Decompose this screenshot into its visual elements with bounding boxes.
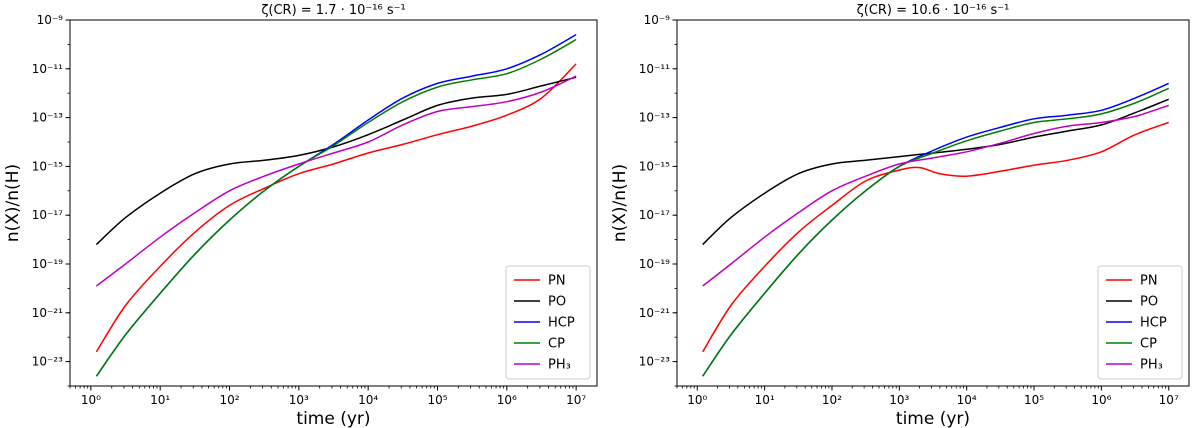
x-tick-label: 10⁵ (427, 393, 447, 407)
x-tick-label: 10⁶ (497, 393, 517, 407)
y-tick-label: 10⁻¹⁹ (32, 257, 63, 271)
x-tick-label: 10⁰ (687, 393, 707, 407)
x-tick-label: 10⁴ (957, 393, 977, 407)
axes-frame (676, 19, 1190, 387)
y-tick-label: 10⁻¹⁷ (32, 208, 63, 222)
legend-label-pn: PN (548, 274, 566, 289)
y-tick-label: 10⁻²¹ (32, 306, 63, 320)
x-tick-label: 10³ (289, 393, 309, 407)
chart-panel-left: 10⁰ 10¹ 10² 10³ 10⁴ 10⁵ 10⁶ 10⁷ 10⁻²³ 10⁻²¹ 10⁻¹⁹ 1… (3, 3, 598, 428)
series-line-hcp (95, 33, 577, 377)
y-tick-label: 10⁻²³ (639, 355, 670, 369)
legend-label-cp: CP (548, 337, 565, 352)
y-tick-label: 10⁻²¹ (639, 306, 670, 320)
legend-box (505, 265, 591, 380)
legend: PN PO HCP CP PH₃ (505, 265, 591, 380)
y-axis-label: n(X)/n(H) (3, 164, 23, 242)
chart-title: ζ(CR) = 10.6 · 10⁻¹⁶ s⁻¹ (857, 3, 1010, 18)
series-line-pn (95, 63, 577, 353)
series-line-po (95, 76, 577, 246)
y-tick-label: 10⁻¹⁵ (639, 159, 670, 173)
series-line-cp (702, 87, 1170, 377)
legend-label-cp: CP (1140, 337, 1157, 352)
legend-box (1097, 265, 1183, 380)
y-tick-label: 10⁻¹¹ (639, 62, 670, 76)
legend-label-ph: PH₃ (548, 358, 571, 373)
series-line-po (702, 98, 1169, 246)
y-tick-label: 10⁻⁹ (644, 13, 671, 27)
x-tick-label: 10⁷ (566, 393, 586, 407)
legend-label-hcp: HCP (1140, 316, 1167, 331)
series-line-ph (95, 75, 577, 287)
x-tick-label: 10⁰ (81, 393, 101, 407)
chart-panel-right: 10⁰ 10¹ 10² 10³ 10⁴ 10⁵ 10⁶ 10⁷ 10⁻²³ 10⁻²¹ 10⁻¹⁹ 1… (610, 3, 1190, 428)
chart-title: ζ(CR) = 1.7 · 10⁻¹⁶ s⁻¹ (261, 3, 405, 18)
x-axis-label: time (yr) (896, 409, 970, 428)
series-line-cp (95, 38, 577, 377)
axes-frame (69, 19, 598, 387)
x-tick-label: 10⁶ (1091, 393, 1111, 407)
x-tick-label: 10⁷ (1159, 393, 1179, 407)
y-tick-label: 10⁻⁹ (37, 13, 64, 27)
y-tick-label: 10⁻¹³ (639, 111, 670, 125)
legend: PN PO HCP CP PH₃ (1097, 265, 1183, 380)
x-tick-label: 10⁴ (358, 393, 378, 407)
legend-label-hcp: HCP (548, 316, 575, 331)
y-tick-label: 10⁻¹⁷ (639, 208, 670, 222)
x-tick-label: 10² (822, 393, 842, 407)
x-tick-label: 10¹ (755, 393, 775, 407)
legend-label-po: PO (1140, 295, 1158, 310)
legend-label-po: PO (548, 295, 566, 310)
x-tick-label: 10⁵ (1024, 393, 1044, 407)
y-tick-label: 10⁻¹⁹ (639, 257, 670, 271)
legend-label-ph: PH₃ (1140, 358, 1163, 373)
legend-label-pn: PN (1140, 274, 1158, 289)
y-tick-label: 10⁻¹³ (32, 111, 63, 125)
x-tick-label: 10³ (889, 393, 909, 407)
x-tick-label: 10¹ (150, 393, 170, 407)
y-tick-label: 10⁻¹⁵ (32, 159, 63, 173)
series-line-ph (702, 104, 1169, 287)
y-axis-label: n(X)/n(H) (610, 164, 630, 242)
x-axis-label: time (yr) (296, 409, 370, 428)
y-tick-label: 10⁻²³ (32, 355, 63, 369)
y-tick-label: 10⁻¹¹ (32, 62, 63, 76)
series-line-pn (702, 121, 1169, 353)
x-tick-label: 10² (219, 393, 239, 407)
